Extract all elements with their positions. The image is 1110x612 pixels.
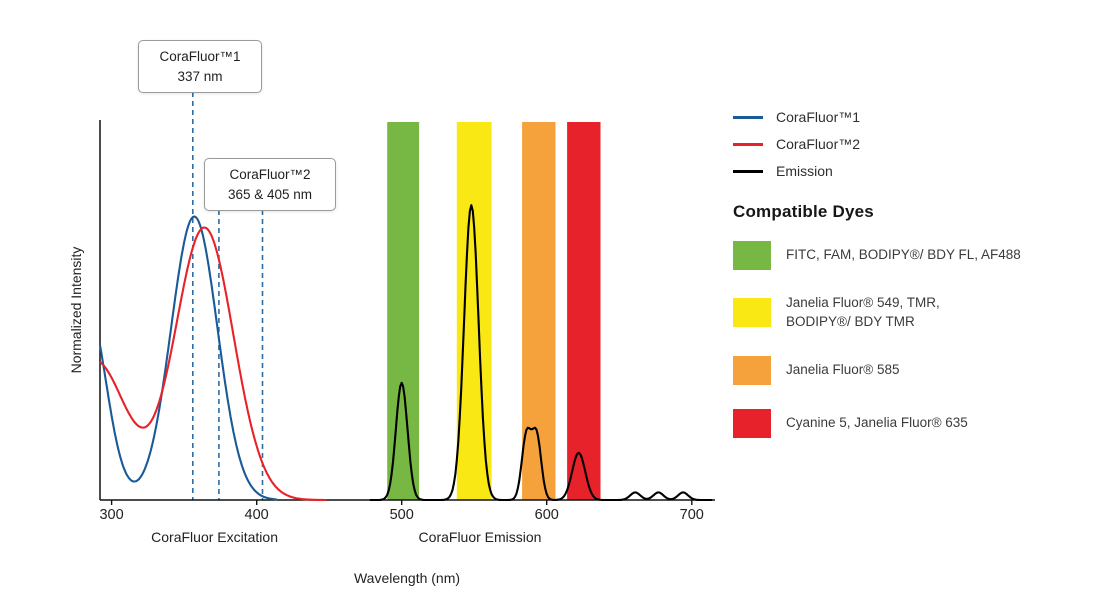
legend-label: CoraFluor™2	[776, 136, 861, 152]
dye-item-yellow: Janelia Fluor® 549, TMR, BODIPY®/ BDY TM…	[733, 294, 1098, 332]
legend-line-swatch	[733, 169, 763, 173]
dye-label: Janelia Fluor® 585	[786, 361, 900, 377]
compatible-dyes-list: FITC, FAM, BODIPY®/ BDY FL, AF488 Janeli…	[733, 241, 1098, 438]
y-axis-label: Normalized Intensity	[68, 246, 84, 374]
x-tick-label: 500	[389, 507, 414, 523]
dye-color-swatch	[733, 355, 771, 385]
legend-item-emission: Emission	[733, 162, 1098, 180]
series-curve-0	[98, 215, 278, 501]
x-tick-label: 400	[244, 507, 269, 523]
annotation-title: CoraFluor™1	[159, 49, 241, 64]
dye-label: Janelia Fluor® 549, TMR, BODIPY®/ BDY TM…	[786, 295, 940, 329]
dye-band	[567, 122, 601, 500]
dye-color-swatch	[733, 298, 771, 328]
legend-item-corafluor2: CoraFluor™2	[733, 135, 1098, 153]
series-curve-2	[369, 204, 713, 502]
dye-band	[387, 122, 420, 500]
dye-label: FITC, FAM, BODIPY®/ BDY FL, AF488	[786, 247, 1021, 263]
series-curve-1	[99, 226, 327, 502]
dye-item-red: Cyanine 5, Janelia Fluor® 635	[733, 408, 1098, 438]
dye-item-orange: Janelia Fluor® 585	[733, 355, 1098, 385]
x-section-label: CoraFluor Excitation	[151, 529, 278, 545]
annotation-value: 365 & 405 nm	[227, 186, 313, 202]
annotation-title: CoraFluor™2	[229, 167, 311, 182]
x-axis-label: Wavelength (nm)	[353, 570, 461, 586]
x-section-label: CoraFluor Emission	[418, 529, 542, 545]
annotation-corafluor1: CoraFluor™1 337 nm	[138, 40, 262, 94]
legend-label: CoraFluor™1	[776, 109, 861, 125]
legend: CoraFluor™1 CoraFluor™2 Emission	[733, 108, 1098, 180]
x-tick-label: 600	[534, 507, 559, 523]
dye-band	[456, 122, 492, 500]
dye-color-swatch	[733, 408, 771, 438]
legend-line-swatch	[733, 115, 763, 119]
dye-label: Cyanine 5, Janelia Fluor® 635	[786, 414, 968, 430]
x-tick-label: 300	[99, 507, 124, 523]
compatible-dyes-heading: Compatible Dyes	[733, 202, 874, 221]
legend-line-swatch	[733, 142, 763, 146]
annotation-corafluor2: CoraFluor™2 365 & 405 nm	[204, 158, 336, 212]
dye-color-swatch	[733, 241, 771, 270]
legend-label: Emission	[776, 163, 833, 179]
legend-item-corafluor1: CoraFluor™1	[733, 108, 1098, 126]
x-tick-label: 700	[679, 507, 704, 523]
legend-panel: CoraFluor™1 CoraFluor™2 Emission Compati…	[733, 108, 1098, 438]
dye-item-green: FITC, FAM, BODIPY®/ BDY FL, AF488	[733, 241, 1098, 270]
annotation-value: 337 nm	[177, 68, 223, 84]
